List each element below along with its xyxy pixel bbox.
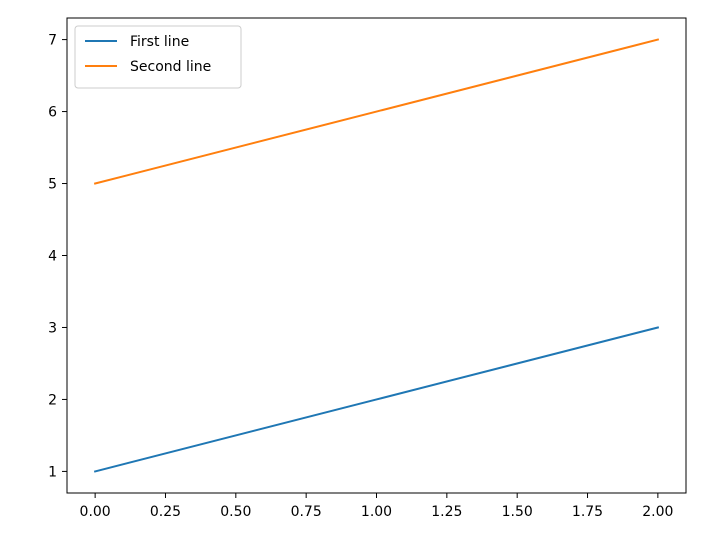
y-tick-label: 6 [48, 105, 57, 121]
legend: First line Second line [74, 25, 242, 89]
x-tick-label: 0.25 [150, 504, 181, 520]
series-group [93, 38, 660, 473]
x-tick-label: 1.25 [431, 504, 462, 520]
x-tick-label: 2.00 [642, 504, 673, 520]
axes-group: 0.00 0.25 0.50 0.75 1.00 1.25 1.50 1.75 2.00 1 2 3 4… [48, 17, 687, 520]
x-tick-label: 1.00 [361, 504, 392, 520]
x-tick-label: 0.00 [80, 504, 111, 520]
legend-label-2: Second line [130, 59, 211, 75]
y-tick-label: 2 [48, 392, 57, 408]
series-line-1 [93, 326, 660, 473]
y-tick-label: 4 [48, 249, 57, 265]
plot-background [67, 18, 686, 493]
y-tick-label: 3 [48, 320, 57, 336]
x-tick-label: 1.50 [502, 504, 533, 520]
plot-area [67, 18, 686, 493]
series-line-2 [93, 38, 660, 185]
y-tick-label: 7 [48, 33, 57, 49]
x-tick-label: 0.75 [291, 504, 322, 520]
x-tick-label: 1.75 [572, 504, 603, 520]
y-tick-label: 5 [48, 177, 57, 193]
legend-label-1: First line [130, 34, 189, 50]
x-tick-label: 0.50 [220, 504, 251, 520]
y-tick-label: 1 [48, 464, 57, 480]
